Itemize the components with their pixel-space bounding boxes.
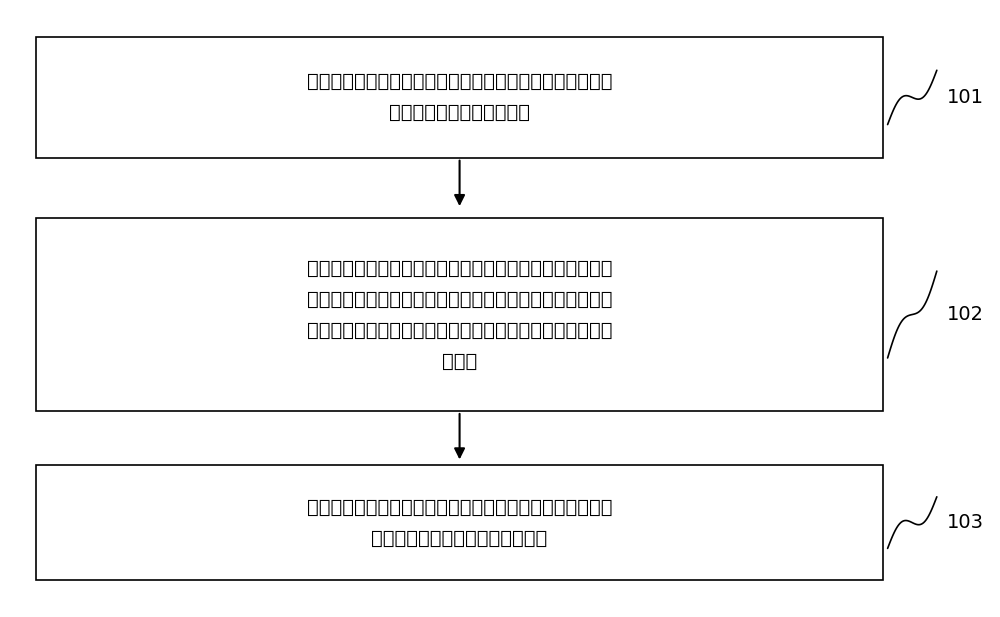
Bar xyxy=(36,465,883,580)
Text: 102: 102 xyxy=(947,305,984,324)
Bar xyxy=(36,218,883,411)
Text: 101: 101 xyxy=(947,88,984,107)
Text: 获取在钻进方向上的预设位置与所述即将钻遇地层界面的垂
直距离，其中，所述预设位置是在钻头钻向所述即将钻遇地
层界面时，首先发生变化的自然伽马曲线所在方位的探测器: 获取在钻进方向上的预设位置与所述即将钻遇地层界面的垂 直距离，其中，所述预设位置… xyxy=(307,259,612,371)
Text: 103: 103 xyxy=(947,513,984,532)
Text: 根据所述相对夹角和所述垂直距离确定所述钻头在钻进方向
上与所述即将钻遇地层界面的距离: 根据所述相对夹角和所述垂直距离确定所述钻头在钻进方向 上与所述即将钻遇地层界面的… xyxy=(307,497,612,548)
Bar xyxy=(36,37,883,158)
Text: 实时获取随钻方位自然伽马测井的资料，预测即将钻遇地层
界面与钻进方向的相对夹角: 实时获取随钻方位自然伽马测井的资料，预测即将钻遇地层 界面与钻进方向的相对夹角 xyxy=(307,72,612,122)
